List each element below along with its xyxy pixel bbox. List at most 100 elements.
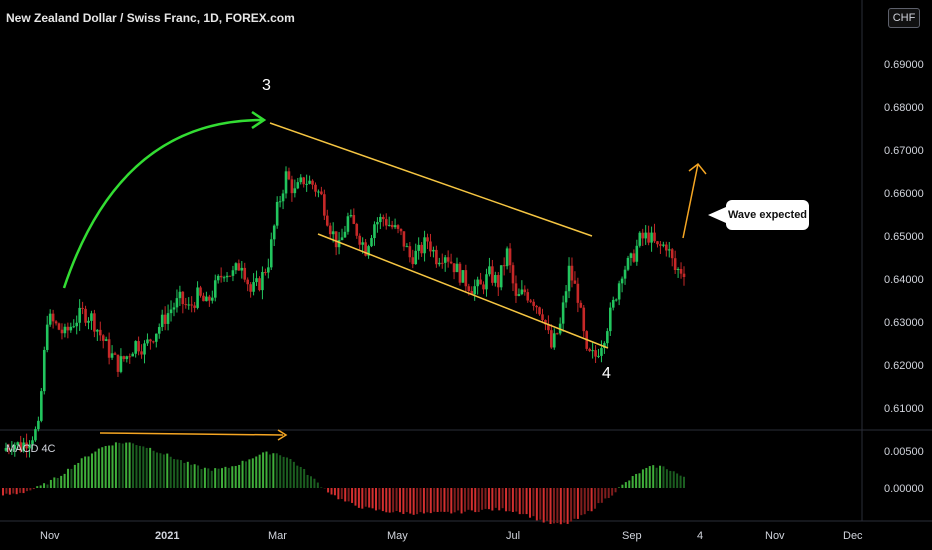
candle-body [243,267,247,280]
candle-body [343,231,347,238]
candle-body [175,298,179,308]
candle-body [163,314,167,324]
candle-body [19,442,22,451]
candle-body [600,348,603,356]
candle-body [202,295,205,302]
time-tick: May [387,530,408,542]
currency-badge[interactable]: CHF [888,8,920,28]
candle-body [479,279,482,285]
candle-body [81,307,84,309]
candle-body [514,283,518,296]
candlestick-series [4,166,686,458]
candle-body [337,240,341,248]
candle-body [511,265,515,284]
candle-body [293,188,297,194]
candle-body [278,201,282,203]
candle-body [205,296,208,302]
candle-body [417,244,420,251]
candle-body [611,299,615,308]
candle-body [187,304,191,306]
macd-divergence-line [99,432,284,436]
macd-tick: 0.00500 [884,446,924,458]
candle-body [614,299,618,301]
candle-body [90,313,93,321]
candle-body [570,265,574,281]
candle-body [505,248,509,267]
candle-body [237,263,241,271]
candle-body [529,300,533,302]
candle-body [149,339,152,342]
candle-body [249,284,252,292]
candle-body [119,356,123,372]
chart-title: New Zealand Dollar / Swiss Franc, 1D, FO… [6,11,295,25]
candle-body [617,283,621,300]
candle-body [246,279,249,285]
candle-body [670,249,674,259]
candle-body [290,179,294,194]
candle-body [429,241,432,252]
wave-arc-arrowhead [251,110,267,130]
candle-body [443,257,447,263]
candle-body [455,263,459,273]
candle-body [538,307,541,315]
candle-body [31,440,34,445]
candle-body [128,356,132,358]
candle-body [110,353,114,358]
candle-body [84,308,87,323]
candle-body [66,326,70,331]
wave-arc-arrow [62,118,263,289]
candle-body [438,262,441,265]
wave-expected-callout: Wave expected [726,200,809,230]
candle-body [482,284,485,290]
candle-body [381,216,385,220]
candle-body [582,307,586,332]
time-tick: Sep [622,530,642,542]
candle-body [508,248,512,266]
candle-body [547,324,550,331]
candle-body [7,447,11,450]
candle-body [69,326,73,331]
candle-body [325,215,329,226]
candle-body [470,290,474,295]
candle-body [603,343,606,349]
candle-body [340,237,344,241]
candle-body [647,232,650,243]
candle-body [550,330,553,348]
candle-body [491,266,494,283]
candle-body [299,177,303,183]
macd-indicator-label[interactable]: MACD 4C [6,443,56,455]
candle-body [576,283,580,303]
candle-body [432,249,435,252]
time-tick: Nov [765,530,785,542]
candle-body [107,339,111,358]
candle-body [275,201,279,226]
candle-body [16,442,20,446]
candle-body [676,268,680,271]
candle-body [181,291,185,305]
time-tick: Mar [268,530,287,542]
candle-body [464,270,468,287]
candle-body [267,267,270,273]
candle-body [597,355,600,357]
candle-body [272,225,276,240]
candle-body [396,225,400,229]
candle-body [137,341,140,352]
candle-body [476,279,479,287]
candle-body [152,341,155,343]
candle-body [594,350,597,357]
time-tick: 4 [697,530,703,542]
candle-body [526,292,530,301]
candle-body [623,269,627,279]
candle-body [564,291,568,303]
candle-body [54,321,58,324]
candle-body [87,320,90,323]
candle-body [458,263,462,283]
candle-body [284,171,288,194]
candle-body [440,262,444,264]
candle-body [656,241,659,245]
candle-body [196,287,199,308]
candle-body [28,444,31,449]
wave-3-label: 3 [262,77,271,94]
candle-body [644,232,647,239]
